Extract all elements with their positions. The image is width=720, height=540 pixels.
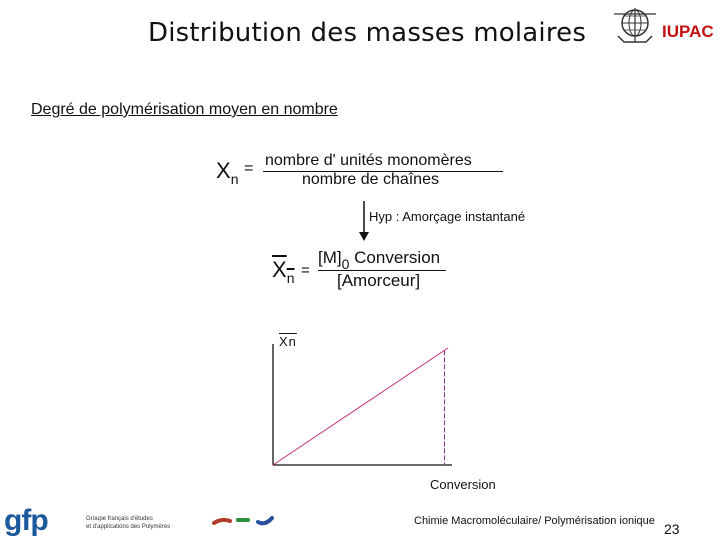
gfp-logo-subtitle-1: Groupe français d'études [86, 516, 153, 522]
footer-course-title: Chimie Macromoléculaire/ Polymérisation … [414, 515, 655, 527]
chart-series-line [272, 347, 449, 466]
arrow-down-icon [359, 201, 369, 241]
eq1-numerator: nombre d' unités monomères [265, 152, 472, 169]
chart-ylabel: Xn [279, 334, 297, 349]
eq2-fraction-bar [318, 270, 446, 271]
eq1-denominator: nombre de chaînes [302, 171, 439, 188]
eq2-denominator: [Amorceur] [337, 271, 421, 290]
eq1-fraction-bar [263, 171, 503, 172]
gfp-logo-subtitle-2: et d'applications des Polymères [86, 524, 171, 530]
page-number: 23 [664, 521, 680, 537]
eq1-lhs: Xn [216, 158, 239, 187]
chart-xlabel: Conversion [430, 477, 496, 492]
eq2-lhs: Xn [272, 257, 295, 286]
iupac-label: IUPAC [662, 22, 714, 41]
eq2-numerator: [M]0 Conversion [318, 248, 441, 272]
decorative-dashes-icon [212, 516, 274, 526]
eq2-equals: = [301, 262, 310, 279]
gfp-logo-icon: gfp [4, 504, 49, 537]
section-subtitle: Degré de polymérisation moyen en nombre [31, 101, 338, 118]
page-title: Distribution des masses molaires [148, 18, 587, 48]
eq1-equals: = [244, 160, 254, 177]
iupac-logo-icon [614, 8, 656, 43]
chart [272, 344, 452, 466]
hypothesis-text: Hyp : Amorçage instantané [369, 209, 526, 224]
